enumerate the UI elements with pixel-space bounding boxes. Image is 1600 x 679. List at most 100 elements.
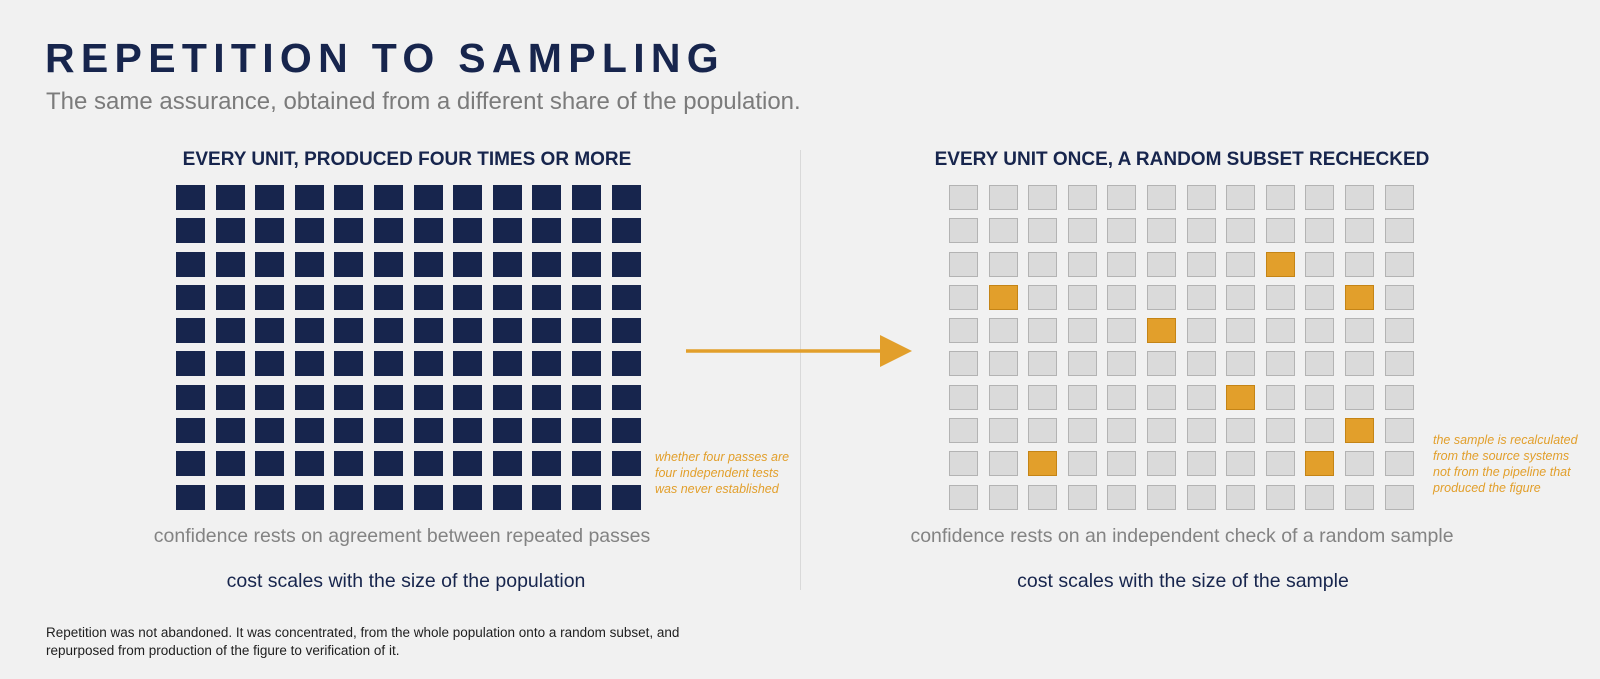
repetition-unit [334,451,364,477]
sampling-unit [1305,284,1335,310]
repetition-unit [255,284,285,310]
repetition-unit [255,451,285,477]
sampling-unit [1186,418,1216,444]
repetition-unit [571,251,601,277]
sampling-unit [1186,318,1216,344]
sampling-unit [1305,318,1335,344]
sampling-unit [988,384,1018,410]
repetition-unit [453,218,483,244]
repetition-unit [413,251,443,277]
sampling-unit [949,218,978,244]
repetition-unit [294,384,324,410]
repetition-unit [294,484,324,510]
sampling-unit [1384,284,1414,310]
repetition-unit [453,418,483,444]
sampling-sampled-unit [1305,451,1335,477]
sampling-unit [1226,418,1256,444]
sampling-unit [1344,384,1374,410]
repetition-unit [453,484,483,510]
repetition-unit [413,284,443,310]
panel-divider [800,150,801,590]
left-panel-caption: confidence rests on agreement between re… [153,525,651,547]
sampling-unit [1028,185,1058,210]
right-panel-heading: EVERY UNIT ONCE, A RANDOM SUBSET RECHECK… [934,149,1430,170]
repetition-unit [176,484,205,510]
repetition-unit [532,318,562,344]
repetition-unit [176,384,205,410]
repetition-unit [373,451,403,477]
repetition-unit [413,185,443,210]
sampling-unit [1146,451,1176,477]
sampling-unit [1305,218,1335,244]
repetition-unit [255,251,285,277]
repetition-unit [453,251,483,277]
sampling-unit [1028,218,1058,244]
sampling-sampled-unit [1028,451,1058,477]
sampling-unit [1146,251,1176,277]
sampling-sampled-unit [1146,318,1176,344]
sampling-unit [1344,218,1374,244]
repetition-unit [215,251,245,277]
sampling-unit [1265,185,1295,210]
repetition-unit [453,318,483,344]
repetition-unit [571,451,601,477]
repetition-unit [334,185,364,210]
sampling-unit [1384,185,1414,210]
repetition-unit [255,318,285,344]
repetition-unit [215,484,245,510]
repetition-unit [215,218,245,244]
repetition-unit [492,318,522,344]
repetition-unit [334,384,364,410]
left-panel-heading: EVERY UNIT, PRODUCED FOUR TIMES OR MORE [182,149,632,170]
sampling-unit [1107,318,1137,344]
repetition-unit [215,384,245,410]
sampling-unit [1028,318,1058,344]
repetition-unit [334,251,364,277]
sampling-unit [1384,318,1414,344]
right-panel-cost: cost scales with the size of the sample [1017,570,1349,592]
repetition-unit [571,384,601,410]
repetition-unit [532,451,562,477]
sampling-unit [1265,384,1295,410]
sampling-unit [988,484,1018,510]
repetition-unit [373,218,403,244]
sampling-unit [1146,284,1176,310]
sampling-sampled-unit [1344,418,1374,444]
page-title: REPETITION TO SAMPLING [45,35,725,81]
sampling-unit-grid [949,185,1414,510]
sampling-unit [1344,318,1374,344]
sampling-unit [1384,451,1414,477]
sampling-unit [1028,484,1058,510]
sampling-unit [1265,451,1295,477]
sampling-unit [1226,451,1256,477]
repetition-unit [532,218,562,244]
repetition-unit [215,284,245,310]
repetition-unit [611,185,641,210]
repetition-unit [571,318,601,344]
sampling-unit [1305,484,1335,510]
repetition-unit [413,218,443,244]
repetition-unit [611,318,641,344]
repetition-unit [492,185,522,210]
sampling-unit [1344,185,1374,210]
sampling-unit [1344,251,1374,277]
sampling-unit [1146,185,1176,210]
sampling-unit [1146,418,1176,444]
left-panel-cost: cost scales with the size of the populat… [226,570,586,592]
sampling-unit [1067,351,1097,377]
repetition-unit [255,185,285,210]
sampling-unit [1067,185,1097,210]
sampling-unit [1186,351,1216,377]
repetition-unit [611,418,641,444]
repetition-unit [255,484,285,510]
sampling-unit [1107,484,1137,510]
sampling-unit [1028,418,1058,444]
repetition-unit [413,418,443,444]
sampling-unit [1305,351,1335,377]
sampling-unit [1028,384,1058,410]
sampling-unit [1067,484,1097,510]
repetition-unit [176,218,205,244]
repetition-unit [492,284,522,310]
repetition-unit [373,185,403,210]
repetition-unit [373,284,403,310]
